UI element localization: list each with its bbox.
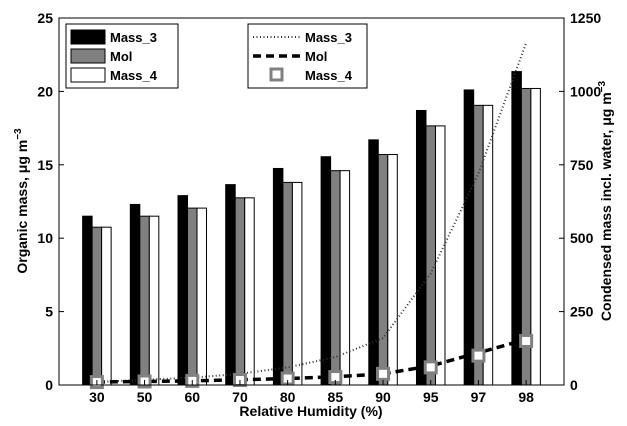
bar-mol-50 xyxy=(139,215,150,386)
bar-mass4-85 xyxy=(339,170,351,386)
left-axis-title-main: Organic mass, μg m xyxy=(14,140,30,274)
bar-mass3-80 xyxy=(272,167,284,386)
plot-frame xyxy=(58,17,565,386)
left-axis-tick-label: 20 xyxy=(37,83,53,99)
bar-mol-97 xyxy=(473,104,484,386)
right-axis-tick-label: 1000 xyxy=(570,83,601,99)
bar-mol-85 xyxy=(330,170,341,386)
right-axis-tick-label: 0 xyxy=(570,377,578,393)
legend-swatch-mass3-bar xyxy=(70,29,106,45)
bar-mass3-85 xyxy=(320,156,332,386)
bar-mass4-30 xyxy=(101,226,112,386)
legend-label-mass4-marker: Mass_4 xyxy=(305,68,353,83)
line-mass3 xyxy=(96,42,528,384)
left-axis-tick-label: 25 xyxy=(37,10,53,26)
bar-mol-90 xyxy=(377,154,389,386)
line-mol xyxy=(96,337,527,384)
bars-layer xyxy=(82,71,541,386)
legend-bars: Mass_3 Mol Mass_4 xyxy=(65,23,179,89)
marker-mass4-97 xyxy=(471,348,486,363)
bar-mass4-97 xyxy=(482,104,494,386)
x-axis-tick-label: 60 xyxy=(184,389,200,405)
legend-label-mass3-bar: Mass_3 xyxy=(110,30,157,45)
x-axis-tick-label: 95 xyxy=(423,389,439,405)
bar-mass3-95 xyxy=(415,109,427,386)
bar-mass4-70 xyxy=(244,197,255,386)
x-axis-tick-label: 98 xyxy=(518,389,534,405)
bar-mol-60 xyxy=(187,207,198,386)
legend-swatch-mass4-bar xyxy=(70,67,106,83)
bar-mass3-30 xyxy=(82,215,93,386)
left-axis-title: Organic mass, μg m−3 xyxy=(13,128,30,274)
legend-swatch-mol-bar xyxy=(70,48,106,64)
bar-mass3-60 xyxy=(177,195,189,386)
bar-mol-80 xyxy=(282,181,293,386)
bar-mol-95 xyxy=(425,125,436,386)
legend-lines: Mass_3 Mol Mass_4 xyxy=(247,23,368,89)
x-axis-tick-label: 90 xyxy=(375,389,391,405)
x-axis-tick-label: 50 xyxy=(137,389,153,405)
bar-mass4-90 xyxy=(387,154,398,386)
bar-mass3-50 xyxy=(129,203,141,386)
right-axis-title-sup: −3 xyxy=(597,80,608,92)
left-axis-title-sup: −3 xyxy=(13,128,24,140)
x-axis-title: Relative Humidity (%) xyxy=(239,403,382,419)
legend-label-mol-bar: Mol xyxy=(110,49,132,64)
bar-mass4-60 xyxy=(196,207,208,386)
bar-mass3-97 xyxy=(463,89,475,386)
legend-label-mol-line: Mol xyxy=(305,49,327,64)
left-axis-tick-label: 15 xyxy=(37,157,53,173)
x-axis-tick-label: 80 xyxy=(280,389,296,405)
bar-mass4-80 xyxy=(291,181,303,386)
x-axis-tick-label: 30 xyxy=(89,389,105,405)
bar-mass4-50 xyxy=(148,215,160,386)
bar-mass3-90 xyxy=(368,139,379,386)
right-axis-tick-label: 250 xyxy=(570,304,594,320)
marker-mass4-90 xyxy=(376,366,391,381)
legend-swatch-mass4-marker xyxy=(269,67,284,82)
bar-mol-30 xyxy=(91,226,103,386)
right-axis-tick-label: 1250 xyxy=(570,10,601,26)
right-axis-tick-label: 750 xyxy=(570,157,594,173)
right-axis-tick-label: 500 xyxy=(570,230,594,246)
bar-mol-70 xyxy=(234,197,246,386)
x-axis-tick-label: 97 xyxy=(471,389,487,405)
x-axis-tick-label: 70 xyxy=(232,389,248,405)
right-axis-title-main: Condensed mass incl. water, μg m xyxy=(598,92,614,321)
left-axis-tick-label: 10 xyxy=(37,230,53,246)
x-axis-tick-label: 85 xyxy=(328,389,344,405)
legend-label-mass3-line: Mass_3 xyxy=(305,30,352,45)
bar-mass3-70 xyxy=(225,184,236,386)
left-axis-tick-label: 5 xyxy=(45,304,53,320)
left-axis-tick-label: 0 xyxy=(45,377,53,393)
right-axis-title: Condensed mass incl. water, μg m−3 xyxy=(597,80,614,321)
legend-label-mass4-bar: Mass_4 xyxy=(110,68,158,83)
marker-mass4-95 xyxy=(423,360,438,375)
marker-mass4-98 xyxy=(519,333,534,348)
